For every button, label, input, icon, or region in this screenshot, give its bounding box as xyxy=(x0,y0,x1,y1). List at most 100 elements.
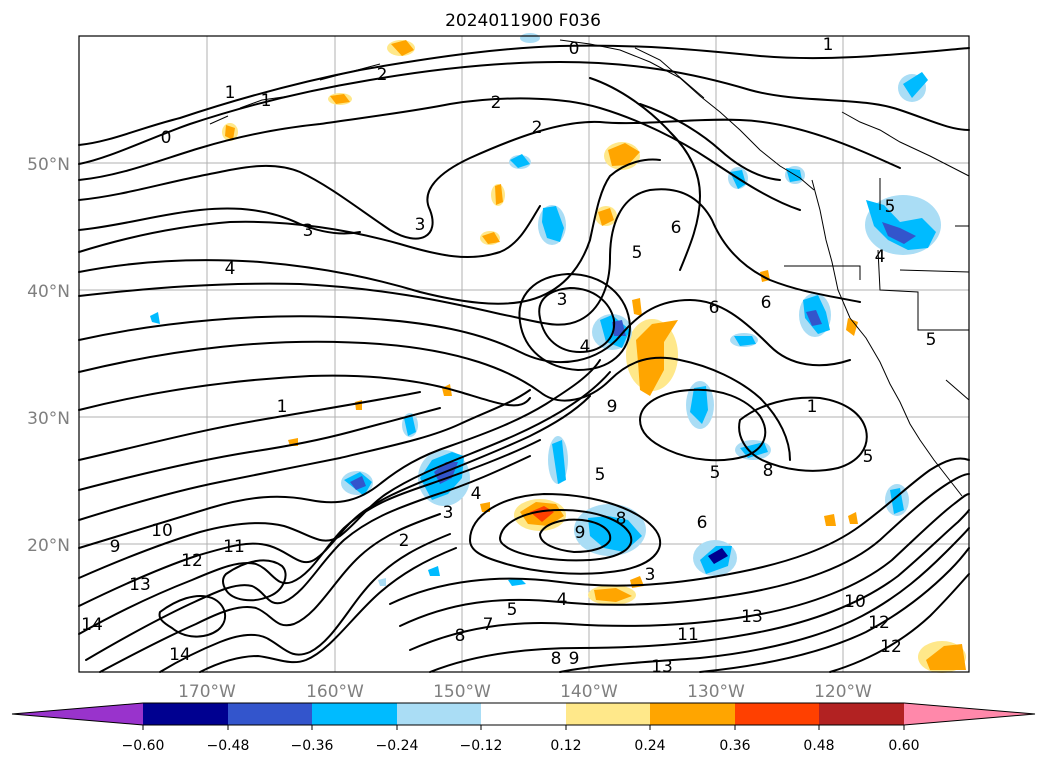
contour-label: 2 xyxy=(377,65,388,85)
contour-label: 2 xyxy=(532,118,543,138)
lon-label: 140°W xyxy=(560,682,618,702)
colorbar-segment xyxy=(397,703,481,725)
field-patch xyxy=(594,588,632,602)
field-patch xyxy=(542,206,564,242)
lon-label: 150°W xyxy=(433,682,491,702)
colorbar-segment xyxy=(143,703,228,725)
contour-label: 3 xyxy=(303,221,314,241)
field-patch xyxy=(391,40,414,56)
lon-label: 170°W xyxy=(178,682,236,702)
colorbar-tick-label: 0.60 xyxy=(888,738,919,754)
contour-label: 14 xyxy=(169,645,191,665)
contour-label: 12 xyxy=(181,551,203,571)
contour-label: 2 xyxy=(491,93,502,113)
contour-label: 9 xyxy=(575,523,586,543)
contour-label: 0 xyxy=(161,128,172,148)
contour-label: 14 xyxy=(81,615,103,635)
field-patch xyxy=(846,318,858,336)
colorbar-tick-label: −0.60 xyxy=(122,738,165,754)
colorbar-tick-label: 0.24 xyxy=(634,738,665,754)
contour-label: 9 xyxy=(110,537,121,557)
contour-label: 11 xyxy=(677,625,699,645)
field-patch xyxy=(926,644,966,670)
contour-label: 5 xyxy=(885,197,896,217)
contour-label: 8 xyxy=(616,509,627,529)
contour-label: 1 xyxy=(261,91,272,111)
field-patch xyxy=(708,548,728,564)
lat-label: 50°N xyxy=(27,155,70,175)
colorbar: −0.60 −0.48 −0.36 −0.24 −0.12 0.12 0.24 … xyxy=(11,702,1036,754)
lon-label: 160°W xyxy=(306,682,364,702)
contour-label: 13 xyxy=(741,607,763,627)
field-patch xyxy=(508,578,526,586)
field-patch xyxy=(150,312,160,324)
contour-label: 4 xyxy=(875,247,886,267)
field-patch xyxy=(510,154,530,168)
field-patch xyxy=(598,208,614,226)
field-patch xyxy=(378,578,386,586)
contour-label: 3 xyxy=(645,565,656,585)
map-plot-area: 0 1 1 2 2 2 0 1 3 3 4 3 5 6 6 6 4 1 9 5 … xyxy=(78,33,970,677)
contour-label: 1 xyxy=(277,397,288,417)
contour-label: 10 xyxy=(151,521,173,541)
contour-label: 3 xyxy=(415,215,426,235)
contour-label: 5 xyxy=(507,600,518,620)
contour-label: 6 xyxy=(697,513,708,533)
lon-label: 130°W xyxy=(687,682,745,702)
latitude-labels: 50°N 40°N 30°N 20°N xyxy=(27,155,70,556)
contour-label: 5 xyxy=(632,243,643,263)
field-patch xyxy=(330,94,350,104)
colorbar-tick-label: 0.36 xyxy=(719,738,750,754)
field-patch xyxy=(552,440,566,484)
contour-label: 13 xyxy=(651,657,673,677)
contour-label: 5 xyxy=(710,463,721,483)
colorbar-segment xyxy=(228,703,312,725)
field-patch xyxy=(806,310,822,326)
colorbar-segment xyxy=(819,703,904,725)
field-patch xyxy=(495,184,503,205)
contour-label: 3 xyxy=(557,290,568,310)
field-patch xyxy=(903,72,928,98)
contour-label: 6 xyxy=(709,298,720,318)
field-patch xyxy=(480,502,490,512)
field-patch xyxy=(608,143,640,166)
field-patch xyxy=(824,514,836,526)
field-patch xyxy=(350,476,366,490)
colorbar-tick-label: −0.36 xyxy=(291,738,334,754)
field-patch xyxy=(520,33,540,43)
contour-label: 12 xyxy=(880,637,902,657)
colorbar-tick-label: −0.48 xyxy=(207,738,250,754)
field-patch xyxy=(690,386,708,424)
field-patch xyxy=(428,566,440,576)
colorbar-segment xyxy=(650,703,735,725)
contour-label: 11 xyxy=(223,537,245,557)
contour-label: 5 xyxy=(863,447,874,467)
graticule xyxy=(79,36,969,672)
field-patch xyxy=(866,200,936,250)
contour-label: 1 xyxy=(807,397,818,417)
field-patch xyxy=(482,232,500,244)
field-patch xyxy=(848,512,858,524)
contour-label: 1 xyxy=(225,83,236,103)
contour-label: 4 xyxy=(580,337,591,357)
colorbar-high-extend xyxy=(904,703,1035,725)
lon-label: 120°W xyxy=(814,682,872,702)
contour-label: 4 xyxy=(225,259,236,279)
colorbar-segment xyxy=(735,703,819,725)
contour-label: 3 xyxy=(443,503,454,523)
colorbar-tick-label: −0.24 xyxy=(376,738,419,754)
contour-label: 1 xyxy=(823,35,834,55)
contour-label: 4 xyxy=(557,590,568,610)
contour-label: 8 xyxy=(763,461,774,481)
lat-label: 40°N xyxy=(27,282,70,302)
colorbar-low-extend xyxy=(12,703,143,725)
contour-label: 5 xyxy=(926,330,937,350)
contour-label: 6 xyxy=(761,293,772,313)
field-patch xyxy=(632,298,642,316)
contour-lines xyxy=(78,44,970,673)
contour-label: 9 xyxy=(569,649,580,669)
field-patch xyxy=(225,125,235,140)
contour-label: 10 xyxy=(844,592,866,612)
contour-label: 12 xyxy=(868,613,890,633)
